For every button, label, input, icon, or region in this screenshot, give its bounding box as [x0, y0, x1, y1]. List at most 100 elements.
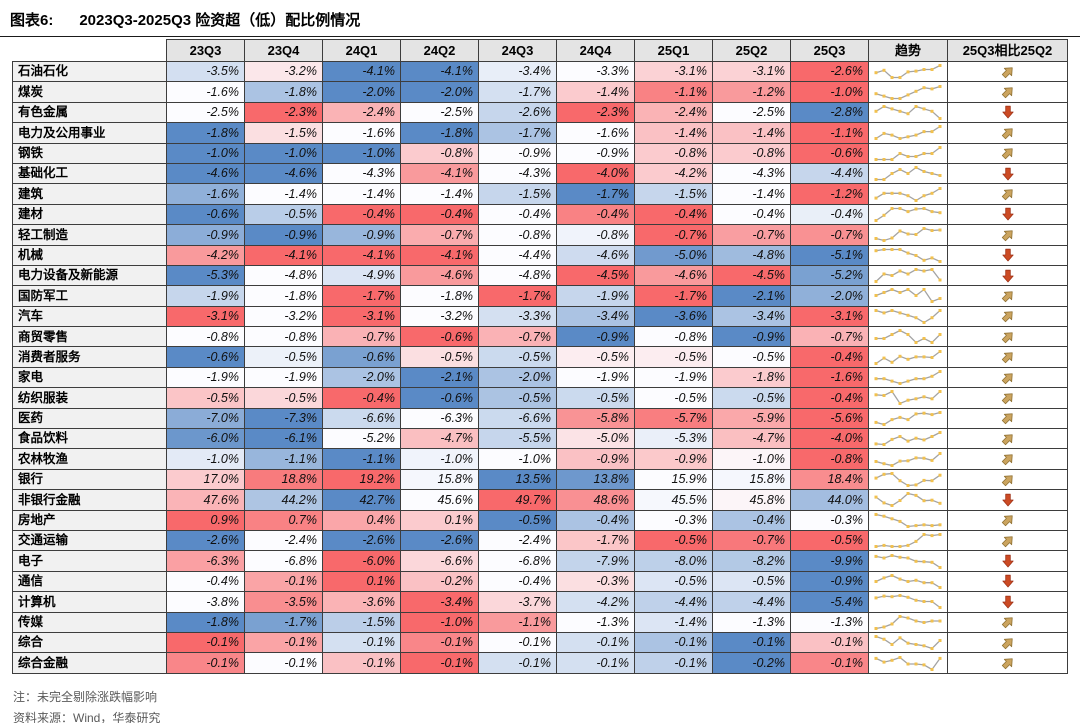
value-cell: -1.4% — [556, 81, 635, 103]
value-cell: -0.7% — [712, 224, 791, 246]
compare-arrow-cell — [947, 346, 1068, 368]
value-cell: -3.4% — [556, 305, 635, 328]
column-header-24q2: 24Q2 — [400, 39, 479, 62]
value-cell: -0.3% — [790, 509, 869, 531]
value-cell: -5.5% — [478, 428, 557, 450]
value-cell: -0.8% — [244, 326, 323, 348]
value-cell: -0.6% — [166, 346, 245, 368]
column-header-25q3: 25Q3 — [790, 39, 869, 62]
table-row: 有色金属 -2.5% -2.3% -2.4% -2.5% -2.6% -2.3% -2.4% -… — [12, 101, 1068, 124]
value-cell: -1.7% — [478, 122, 557, 144]
value-cell: -1.0% — [790, 81, 869, 103]
value-cell: -0.1% — [790, 631, 869, 654]
compare-arrow-cell — [947, 60, 1068, 83]
value-cell: -5.2% — [790, 264, 869, 287]
value-cell: -8.2% — [712, 550, 791, 572]
value-cell: -0.3% — [634, 509, 713, 531]
value-cell: -0.5% — [712, 570, 791, 593]
value-cell: -4.5% — [712, 264, 791, 287]
up-right-arrow-icon — [1001, 332, 1013, 343]
sparkline-chart — [874, 329, 942, 345]
down-arrow-icon — [1001, 575, 1014, 588]
table-row: 家电 -1.9% -1.9% -2.0% -2.1% -2.0% -1.9% -1.9% -1.… — [12, 366, 1068, 389]
value-cell: -1.4% — [400, 183, 479, 205]
value-cell: -0.8% — [790, 448, 869, 470]
table-row: 机械 -4.2% -4.1% -4.1% -4.1% -4.4% -4.6% -5.0% -4.… — [12, 244, 1068, 266]
value-cell: -1.1% — [634, 81, 713, 103]
trend-sparkline-cell — [868, 203, 948, 226]
table-row: 商贸零售 -0.8% -0.8% -0.7% -0.6% -0.7% -0.9% -0.8% -… — [12, 326, 1068, 348]
trend-sparkline-cell — [868, 529, 948, 552]
value-cell: -4.6% — [556, 244, 635, 266]
industry-label: 建筑 — [12, 183, 167, 205]
value-cell: -0.4% — [790, 346, 869, 368]
up-right-arrow-icon — [1001, 658, 1013, 670]
table-row: 建材 -0.6% -0.5% -0.4% -0.4% -0.4% -0.4% -0.4% -0.… — [12, 203, 1068, 226]
table-row: 房地产 0.9% 0.7% 0.4% 0.1% -0.5% -0.4% -0.3% -0.4% -… — [12, 509, 1068, 531]
table-row: 银行 17.0% 18.8% 19.2% 15.8% 13.5% 13.8% 15.9% 15.… — [12, 468, 1068, 491]
value-cell: -4.1% — [400, 60, 479, 83]
sparkline-chart — [874, 206, 942, 222]
footnote-source: 资料来源：Wind，华泰研究 — [13, 710, 161, 723]
value-cell: -0.1% — [400, 631, 479, 654]
value-cell: -0.4% — [166, 570, 245, 593]
up-right-arrow-icon — [1001, 413, 1013, 425]
value-cell: -3.4% — [478, 60, 557, 83]
trend-sparkline-cell — [868, 631, 948, 654]
trend-sparkline-cell — [868, 305, 948, 328]
footnotes: 注：未完全剔除涨跌幅影响 资料来源：Wind，华泰研究 — [13, 687, 1080, 723]
up-right-arrow-icon — [1001, 87, 1013, 99]
value-cell: -0.4% — [478, 570, 557, 593]
value-cell: -0.1% — [556, 631, 635, 654]
value-cell: -4.8% — [244, 264, 323, 287]
up-right-arrow-icon — [1001, 617, 1013, 629]
trend-sparkline-cell — [868, 122, 948, 144]
industry-label: 基础化工 — [12, 162, 167, 185]
value-cell: -5.3% — [634, 428, 713, 450]
value-cell: -5.9% — [712, 407, 791, 430]
value-cell: -6.3% — [400, 407, 479, 430]
value-cell: -3.1% — [634, 60, 713, 83]
compare-arrow-cell — [947, 183, 1068, 205]
value-cell: -3.4% — [712, 305, 791, 328]
value-cell: -0.7% — [400, 224, 479, 246]
value-cell: -2.0% — [478, 366, 557, 389]
trend-sparkline-cell — [868, 162, 948, 185]
value-cell: -6.6% — [400, 550, 479, 572]
value-cell: -1.8% — [400, 285, 479, 307]
industry-label: 房地产 — [12, 509, 167, 531]
value-cell: -4.6% — [400, 264, 479, 287]
value-cell: -0.5% — [166, 387, 245, 409]
value-cell: 47.6% — [166, 489, 245, 511]
value-cell: -1.3% — [556, 611, 635, 633]
compare-arrow-cell — [947, 101, 1068, 124]
value-cell: -1.4% — [244, 183, 323, 205]
value-cell: -0.5% — [556, 346, 635, 368]
value-cell: -0.4% — [322, 203, 401, 226]
sparkline-chart — [874, 512, 942, 528]
value-cell: -4.1% — [400, 162, 479, 185]
value-cell: -0.5% — [244, 346, 323, 368]
value-cell: -1.0% — [244, 142, 323, 164]
value-cell: -0.5% — [634, 529, 713, 552]
value-cell: -1.4% — [712, 122, 791, 144]
value-cell: 42.7% — [322, 489, 401, 511]
table-row: 消费者服务 -0.6% -0.5% -0.6% -0.5% -0.5% -0.5% -0.5%… — [12, 346, 1068, 368]
value-cell: -0.8% — [556, 224, 635, 246]
compare-arrow-cell — [947, 448, 1068, 470]
down-arrow-icon — [1001, 269, 1014, 282]
trend-sparkline-cell — [868, 224, 948, 246]
trend-sparkline-cell — [868, 591, 948, 613]
up-right-arrow-icon — [1001, 454, 1013, 466]
value-cell: -1.6% — [322, 122, 401, 144]
compare-arrow-cell — [947, 142, 1068, 164]
value-cell: -2.0% — [400, 81, 479, 103]
value-cell: -0.7% — [322, 326, 401, 348]
value-cell: -2.3% — [556, 101, 635, 124]
value-cell: -4.3% — [712, 162, 791, 185]
value-cell: -2.8% — [790, 101, 869, 124]
value-cell: -1.8% — [244, 81, 323, 103]
industry-label: 汽车 — [12, 305, 167, 328]
industry-label: 消费者服务 — [12, 346, 167, 368]
column-header-25q1: 25Q1 — [634, 39, 713, 62]
